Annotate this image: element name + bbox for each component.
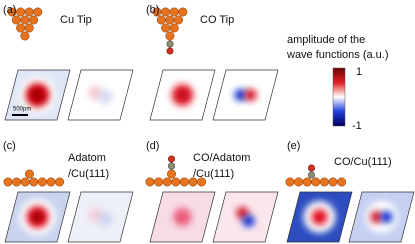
wave-lobe	[173, 208, 192, 226]
atom	[169, 23, 179, 33]
colorbar-max: 1	[356, 66, 362, 78]
atom	[311, 177, 321, 187]
image-frame	[348, 191, 415, 243]
atom	[156, 15, 166, 25]
atom	[168, 155, 176, 163]
wave-image	[68, 192, 133, 242]
wave-lobe	[32, 212, 43, 222]
atom	[166, 47, 174, 55]
panel-label: (b)	[146, 4, 159, 16]
wave-image	[213, 70, 278, 120]
wave-image	[5, 192, 70, 242]
wave-lobe	[370, 211, 383, 223]
atom	[46, 177, 56, 187]
image-frame	[149, 191, 216, 243]
image-frame	[149, 69, 216, 121]
colorbar-min: -1	[352, 120, 362, 132]
atom	[37, 177, 47, 187]
atom	[197, 177, 207, 187]
atom	[307, 164, 315, 172]
image-frame	[212, 191, 279, 243]
atom	[285, 177, 295, 187]
wave-lobe	[311, 209, 328, 225]
wave-image	[150, 70, 215, 120]
atom	[162, 177, 172, 187]
atom	[337, 177, 347, 187]
panel-caption: Cu Tip	[60, 14, 92, 26]
image-frame	[4, 191, 71, 243]
atom	[174, 15, 184, 25]
panel-caption: CO Tip	[200, 14, 234, 26]
panel-label: (d)	[146, 140, 159, 152]
atom	[171, 177, 181, 187]
image-frame	[4, 69, 71, 121]
atom	[178, 7, 188, 17]
wave-lobe	[178, 91, 187, 99]
panel-caption: /Cu(111)	[68, 168, 109, 180]
atom	[294, 177, 304, 187]
atom	[16, 23, 26, 33]
wave-lobe	[98, 90, 113, 104]
wave-image	[213, 192, 278, 242]
atom	[24, 7, 34, 17]
atom	[165, 15, 175, 25]
atom	[168, 162, 176, 170]
atom	[165, 31, 175, 41]
atom	[33, 7, 43, 17]
atom	[24, 23, 34, 33]
wave-lobe	[32, 90, 43, 100]
atom	[161, 23, 171, 33]
panel-caption: Adatom	[68, 152, 106, 164]
atom	[145, 177, 155, 187]
atom	[169, 7, 179, 17]
panel-label: (c)	[3, 140, 16, 152]
atom	[3, 177, 13, 187]
atom	[24, 169, 34, 179]
image-frame	[212, 69, 279, 121]
panel-label: (a)	[3, 4, 16, 16]
panel-label: (e)	[287, 140, 300, 152]
atom	[29, 177, 39, 187]
wave-image	[287, 192, 352, 242]
atom	[319, 177, 329, 187]
colorbar-title: wave functions (a.u.)	[286, 49, 389, 61]
panel-caption: /Cu(111)	[193, 168, 234, 180]
wave-image	[5, 70, 70, 120]
atom	[16, 7, 26, 17]
panel-caption: CO/Cu(111)	[334, 156, 392, 168]
wave-lobe	[380, 211, 393, 223]
atom	[307, 171, 315, 179]
atom	[12, 177, 22, 187]
wave-lobe	[98, 212, 113, 226]
atom	[20, 177, 30, 187]
wave-image	[68, 70, 133, 120]
atom	[179, 177, 189, 187]
wave-lobe	[244, 89, 257, 101]
atom	[11, 15, 21, 25]
atom	[167, 169, 177, 179]
image-frame	[67, 191, 134, 243]
scale-bar-label: 500pm	[13, 107, 31, 113]
colorbar	[332, 67, 346, 127]
colorbar-title: amplitude of the	[287, 34, 365, 46]
atom	[302, 177, 312, 187]
atom	[28, 15, 38, 25]
atom	[328, 177, 338, 187]
atom	[166, 40, 174, 48]
wave-lobe	[234, 89, 247, 101]
illustrations	[3, 7, 415, 243]
wave-image	[349, 192, 414, 242]
atom	[161, 7, 171, 17]
panel-caption: CO/Adatom	[193, 152, 250, 164]
atom	[55, 177, 65, 187]
atom	[20, 31, 30, 41]
image-frame	[286, 191, 353, 243]
wave-lobe	[242, 215, 255, 227]
atom	[154, 177, 164, 187]
wave-image	[150, 192, 215, 242]
image-frame	[67, 69, 134, 121]
atom	[20, 15, 30, 25]
